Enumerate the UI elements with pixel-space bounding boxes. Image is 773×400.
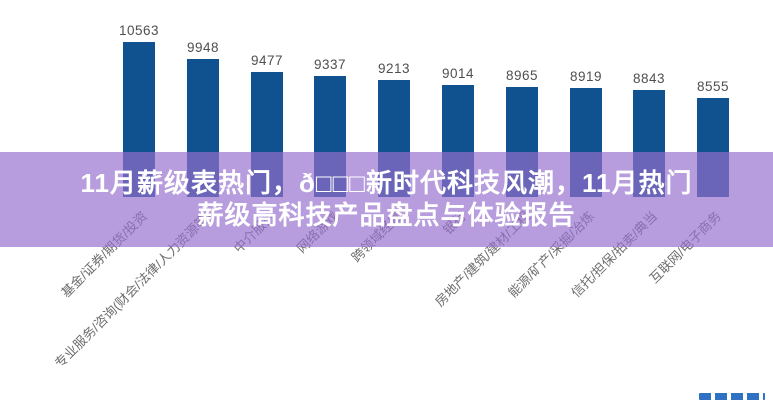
bar-value-label: 8843 (632, 71, 666, 86)
bar-value-label: 9337 (313, 57, 347, 72)
bar-value-label: 8555 (696, 79, 730, 94)
overlay-title-line1: 11月薪级表热门，ð□□□新时代科技风潮，11月热门 (80, 168, 693, 198)
title-overlay-band: 11月薪级表热门，ð□□□新时代科技风潮，11月热门 薪级高科技产品盘点与体验报… (0, 152, 773, 247)
bar-value-label: 9477 (250, 53, 284, 68)
bar-value-label: 8965 (505, 68, 539, 83)
bar-value-label: 9948 (186, 40, 220, 55)
bar-value-label: 9014 (441, 66, 475, 81)
overlay-title-line2: 薪级高科技产品盘点与体验报告 (197, 200, 576, 230)
bottom-right-watermark-clipped (699, 393, 765, 400)
bar-value-label: 10563 (118, 23, 160, 38)
bar-value-label: 9213 (377, 61, 411, 76)
bar-value-label: 8919 (569, 69, 603, 84)
